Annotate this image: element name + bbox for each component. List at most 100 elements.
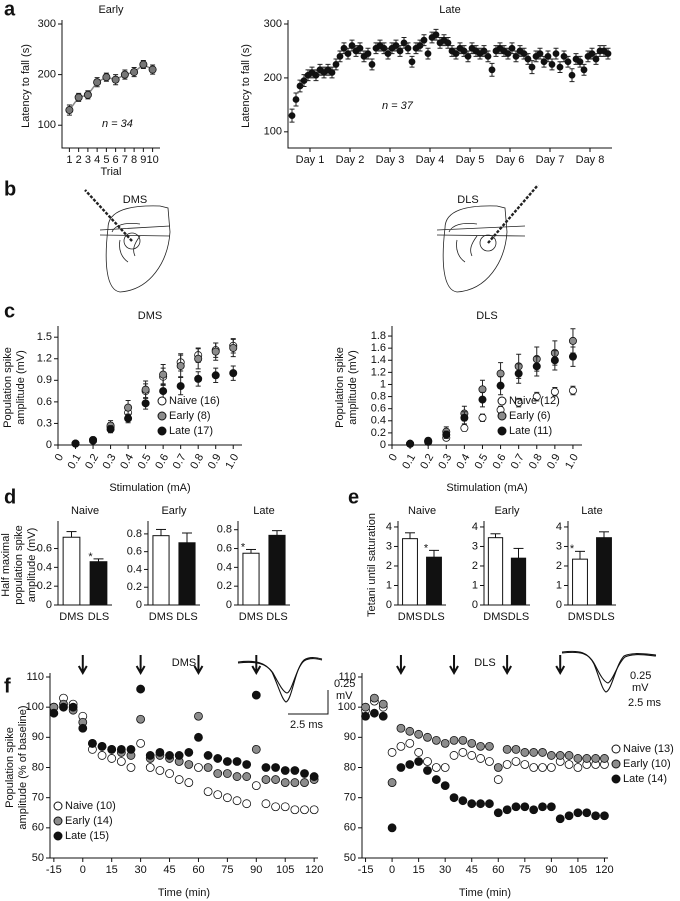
point <box>194 763 203 772</box>
error-cap <box>573 53 579 65</box>
legend-marker <box>53 816 63 826</box>
x-tick-label: DLS <box>423 611 444 623</box>
x-tick-label: 60 <box>192 864 204 876</box>
point <box>546 751 556 760</box>
point <box>467 751 477 760</box>
point <box>493 775 503 784</box>
point <box>89 436 98 445</box>
point <box>556 63 564 71</box>
significance-star: * <box>241 541 246 553</box>
point <box>582 754 592 763</box>
point <box>440 781 450 790</box>
scale-label: 0.25 <box>334 678 355 690</box>
y-tick-label: 0.4 <box>37 561 52 573</box>
point <box>464 52 472 60</box>
point <box>126 763 136 772</box>
error-cap <box>498 376 504 396</box>
point <box>290 778 300 787</box>
error-cap <box>553 47 559 60</box>
x-tick-label: 0.7 <box>509 452 527 471</box>
point <box>592 55 600 63</box>
bar <box>62 536 81 606</box>
error-cap <box>517 45 523 57</box>
x-tick-label: 0.6 <box>491 452 509 471</box>
point <box>271 802 280 812</box>
y-tick-label: 0.9 <box>37 374 52 386</box>
axis <box>57 326 242 446</box>
error-cap <box>501 45 507 57</box>
x-tick-label: DMS <box>239 611 263 623</box>
error-cap <box>552 350 558 371</box>
legend-label: Late (14) <box>623 773 667 785</box>
point <box>514 369 523 378</box>
x-axis-label: Stimulation (mA) <box>109 482 190 494</box>
point <box>213 754 223 763</box>
point <box>378 711 388 721</box>
point <box>493 808 503 818</box>
point <box>97 741 107 751</box>
point <box>49 708 59 718</box>
y-tick-label: 100 <box>264 126 282 138</box>
point <box>591 754 601 763</box>
error-cap <box>305 69 311 82</box>
legend-marker <box>157 426 167 436</box>
chart-title: Naive <box>408 505 436 517</box>
point <box>449 735 459 745</box>
x-tick-label: 60 <box>492 864 504 876</box>
chart-title: Late <box>439 4 460 16</box>
error-cap <box>178 354 184 378</box>
point <box>600 754 609 763</box>
error-cap <box>377 39 383 52</box>
point <box>573 808 583 818</box>
stimulus-arrow <box>251 655 262 676</box>
axis <box>287 20 612 149</box>
point <box>232 796 242 806</box>
y-tick-label: 0.6 <box>217 542 232 554</box>
legend-marker <box>53 831 63 841</box>
bar <box>152 535 170 606</box>
x-tick-label: Day 1 <box>296 154 325 166</box>
legend-label: Naive (10) <box>65 800 116 812</box>
y-tick-label: 100 <box>26 701 44 713</box>
error-cap <box>479 391 485 408</box>
point <box>203 787 213 797</box>
error-cap <box>534 356 540 377</box>
legend-marker <box>157 396 167 406</box>
point <box>458 748 468 757</box>
error-cap <box>605 47 611 60</box>
point <box>184 748 194 757</box>
point <box>65 106 74 115</box>
error-cap <box>345 47 351 60</box>
point <box>290 805 300 815</box>
x-tick-label: -15 <box>358 864 374 876</box>
error-cap <box>409 55 415 68</box>
trace-inset <box>561 650 657 693</box>
point <box>432 31 440 39</box>
chart-title: Naive <box>71 505 99 517</box>
point <box>387 823 397 833</box>
point <box>155 748 165 757</box>
point <box>529 805 539 815</box>
point <box>529 763 539 772</box>
point <box>136 684 146 694</box>
point <box>511 802 521 812</box>
point <box>356 44 364 52</box>
error-cap <box>601 45 607 57</box>
point <box>145 751 155 760</box>
bar <box>487 537 504 606</box>
point <box>404 44 412 52</box>
y-tick-label: 1.6 <box>371 342 386 354</box>
point <box>203 763 213 772</box>
point <box>485 741 494 751</box>
point <box>396 763 406 772</box>
x-tick-label: DLS <box>593 611 614 623</box>
chart-title: Early <box>98 4 124 16</box>
y-tick-label: 0.6 <box>37 542 52 554</box>
point <box>71 439 80 448</box>
error-cap <box>485 50 491 63</box>
x-tick-label: DLS <box>508 611 529 623</box>
point <box>406 439 415 448</box>
error-cap <box>125 413 131 424</box>
point <box>502 805 512 815</box>
legend-marker <box>157 411 167 421</box>
